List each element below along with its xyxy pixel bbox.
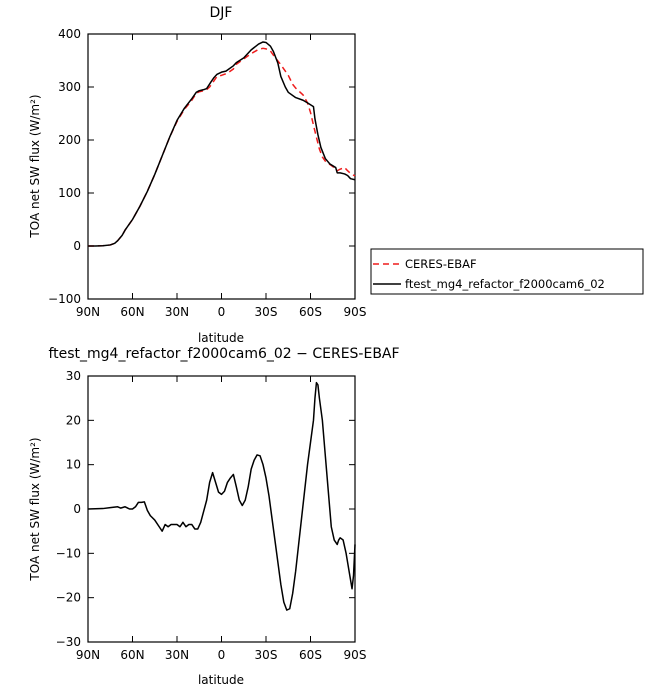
bottom-panel: ftest_mg4_refactor_f2000cam6_02 − CERES-…	[28, 346, 400, 687]
top-x-tick-label: 30N	[165, 305, 189, 319]
bottom-x-tick-label: 60N	[120, 648, 144, 662]
bottom-y-tick-label: 0	[73, 502, 81, 516]
top-axis-ticks: 90N 60N 30N 0 30S 60S 90S −100 0 100 200 300 400	[48, 27, 366, 319]
top-x-tick-label: 60S	[299, 305, 322, 319]
bottom-y-tick-label: −30	[56, 635, 81, 649]
top-y-axis-label: TOA net SW flux (W/m²)	[28, 94, 42, 238]
top-y-tick-label: 0	[73, 239, 81, 253]
bottom-x-tick-label: 30N	[165, 648, 189, 662]
top-series-group	[88, 41, 356, 247]
top-x-tick-label: 60N	[120, 305, 144, 319]
top-series-line-0	[88, 47, 356, 247]
bottom-y-tick-label: −20	[56, 591, 81, 605]
top-series-line-1	[88, 41, 356, 247]
bottom-series-group	[87, 381, 356, 611]
top-plot-frame	[87, 33, 356, 300]
bottom-y-tick-label: 10	[66, 458, 81, 472]
bottom-axis-ticks: 90N 60N 30N 0 30S 60S 90S −30 −20 −10 0 10 20 30	[56, 369, 367, 662]
bottom-x-axis-label: latitude	[198, 673, 244, 687]
bottom-x-tick-label: 0	[218, 648, 226, 662]
top-panel: DJF 90N 60N 30N 0 30S 60S 90S −100 0 100 200 300 400…	[28, 5, 366, 345]
legend: CERES-EBAF ftest_mg4_refactor_f2000cam6_…	[370, 248, 644, 295]
top-y-tick-label: 200	[58, 133, 81, 147]
top-x-axis-label: latitude	[198, 331, 244, 345]
top-y-tick-label: 400	[58, 27, 81, 41]
bottom-chart-title: ftest_mg4_refactor_f2000cam6_02 − CERES-…	[48, 346, 399, 362]
top-y-tick-label: −100	[48, 292, 81, 306]
legend-label-ceres-ebaf: CERES-EBAF	[405, 257, 477, 271]
top-y-tick-label: 300	[58, 80, 81, 94]
bottom-x-tick-label: 30S	[255, 648, 278, 662]
bottom-y-tick-label: 30	[66, 369, 81, 383]
bottom-y-axis-label: TOA net SW flux (W/m²)	[28, 437, 42, 581]
bottom-x-tick-label: 60S	[299, 648, 322, 662]
top-chart-title: DJF	[210, 5, 233, 21]
bottom-series-line-0	[87, 381, 356, 611]
top-x-tick-label: 30S	[255, 305, 278, 319]
legend-label-ftest: ftest_mg4_refactor_f2000cam6_02	[405, 277, 605, 291]
bottom-x-tick-label: 90S	[344, 648, 367, 662]
top-x-tick-label: 0	[218, 305, 226, 319]
top-x-tick-label: 90S	[344, 305, 367, 319]
bottom-x-tick-label: 90N	[76, 648, 100, 662]
top-x-tick-label: 90N	[76, 305, 100, 319]
top-y-tick-label: 100	[58, 186, 81, 200]
bottom-y-tick-label: 20	[66, 413, 81, 427]
bottom-y-tick-label: −10	[56, 546, 81, 560]
legend-frame	[370, 248, 644, 295]
